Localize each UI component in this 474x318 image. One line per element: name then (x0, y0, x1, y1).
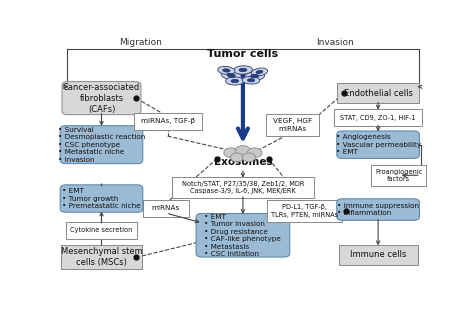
Text: • Angiogenesis
• Vascular permeability
• EMT: • Angiogenesis • Vascular permeability •… (336, 134, 420, 155)
Text: Invasion: Invasion (316, 38, 354, 47)
FancyBboxPatch shape (371, 164, 426, 186)
Ellipse shape (247, 79, 255, 82)
Ellipse shape (251, 68, 268, 76)
Text: • Immune suppression
• Inflammation: • Immune suppression • Inflammation (337, 203, 419, 216)
FancyBboxPatch shape (172, 177, 314, 198)
FancyBboxPatch shape (61, 245, 142, 269)
Text: Exosomes: Exosomes (214, 157, 272, 167)
Text: PD-L1, TGF-β,
TLRs, PTEN, miRNAs: PD-L1, TGF-β, TLRs, PTEN, miRNAs (271, 204, 338, 218)
Text: Cancer-associated
fibroblasts
(CAFs): Cancer-associated fibroblasts (CAFs) (63, 83, 140, 114)
Ellipse shape (218, 66, 235, 74)
Ellipse shape (245, 72, 264, 80)
Ellipse shape (223, 69, 230, 72)
Text: • EMT
• Tumor growth
• Premetastatic niche: • EMT • Tumor growth • Premetastatic nic… (62, 188, 141, 209)
Text: • Survival
• Desmoplastic reaction
• CSC phenotype
• Metastatic niche
• Invasion: • Survival • Desmoplastic reaction • CSC… (58, 127, 145, 163)
Text: STAT, CD9, ZO-1, HIF-1: STAT, CD9, ZO-1, HIF-1 (340, 115, 416, 121)
FancyBboxPatch shape (337, 199, 419, 220)
FancyBboxPatch shape (338, 245, 418, 265)
Ellipse shape (221, 70, 241, 80)
Text: miRNAs, TGF-β: miRNAs, TGF-β (141, 118, 195, 124)
Ellipse shape (227, 73, 236, 78)
Circle shape (247, 148, 262, 158)
Circle shape (224, 148, 238, 158)
Text: Notch/STAT, P27/35/38, Zeb1/2, MDR
Caspase-3/9, IL-6, JNK, MEK/ERK: Notch/STAT, P27/35/38, Zeb1/2, MDR Caspa… (182, 181, 304, 194)
FancyBboxPatch shape (60, 185, 143, 212)
FancyBboxPatch shape (267, 200, 342, 222)
Ellipse shape (239, 68, 247, 72)
FancyBboxPatch shape (66, 222, 137, 239)
Text: Tumor cells: Tumor cells (207, 49, 279, 59)
FancyBboxPatch shape (60, 126, 143, 164)
FancyBboxPatch shape (62, 82, 141, 115)
Ellipse shape (250, 74, 259, 78)
Ellipse shape (226, 77, 244, 85)
FancyBboxPatch shape (337, 131, 419, 158)
Ellipse shape (231, 79, 239, 83)
FancyBboxPatch shape (143, 200, 189, 217)
Text: Cytokine secretion: Cytokine secretion (70, 227, 133, 233)
FancyBboxPatch shape (337, 83, 419, 103)
Text: Endothelial cells: Endothelial cells (344, 89, 412, 98)
FancyBboxPatch shape (334, 109, 422, 126)
Ellipse shape (233, 66, 253, 74)
Circle shape (230, 153, 244, 162)
Text: VEGF, HGF
miRNAs: VEGF, HGF miRNAs (273, 118, 312, 132)
Text: Proangiogenic
factors: Proangiogenic factors (375, 169, 422, 182)
Ellipse shape (242, 76, 260, 84)
Text: miRNAs: miRNAs (152, 205, 180, 211)
Ellipse shape (256, 70, 263, 73)
FancyBboxPatch shape (196, 213, 290, 257)
Text: • EMT
• Tumor invasion
• Drug resistance
• CAF-like phenotype
• Metastasis
• CSC: • EMT • Tumor invasion • Drug resistance… (204, 213, 282, 257)
Text: Immune cells: Immune cells (350, 250, 406, 259)
FancyBboxPatch shape (266, 114, 319, 136)
Circle shape (242, 153, 255, 162)
Circle shape (235, 146, 251, 156)
Text: Migration: Migration (118, 38, 162, 47)
Text: Mesenchymal stem
cells (MSCs): Mesenchymal stem cells (MSCs) (61, 247, 142, 267)
FancyBboxPatch shape (134, 113, 201, 130)
